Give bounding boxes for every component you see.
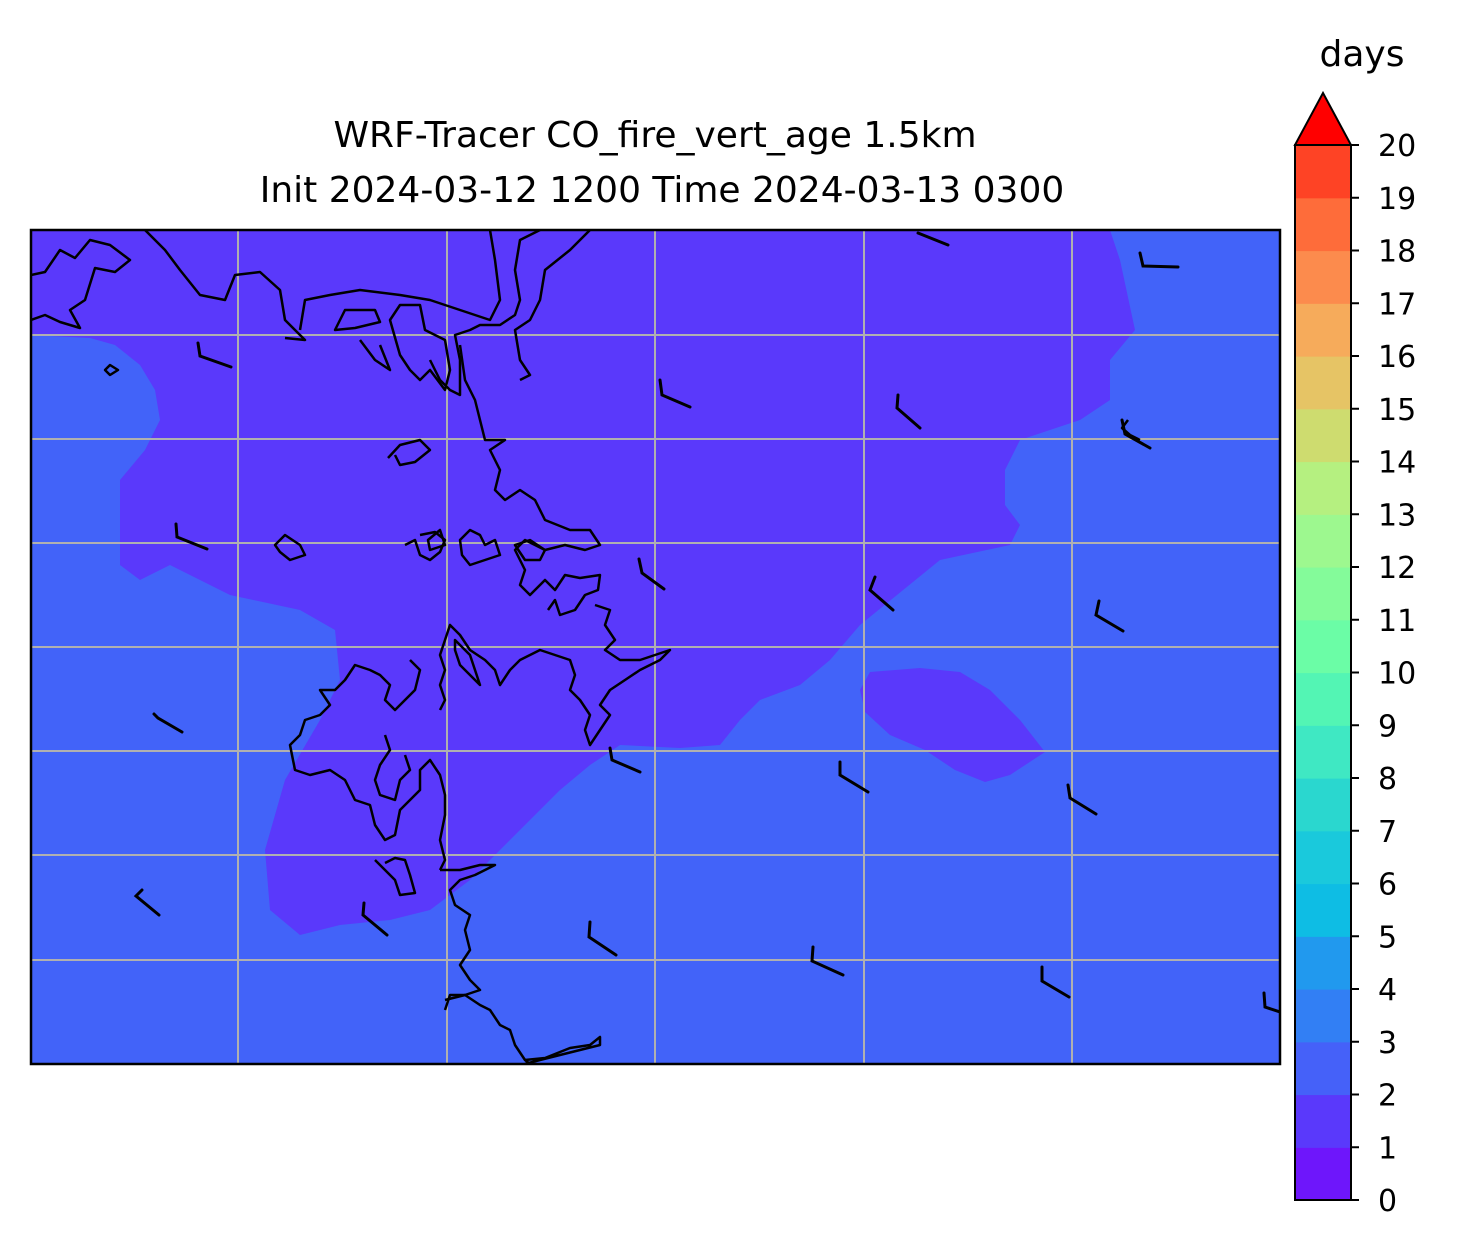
title-line-2: Init 2024-03-12 1200 Time 2024-03-13 030…	[260, 170, 1065, 211]
wind-barb	[916, 231, 950, 247]
colorbar-band	[1295, 1147, 1351, 1201]
colorbar-tick-label: 0	[1378, 1184, 1397, 1219]
wind-barb	[868, 575, 895, 612]
wind-barb	[637, 557, 666, 591]
colorbar-tick-label: 10	[1378, 657, 1416, 692]
colorbar-tick-label: 20	[1378, 129, 1416, 164]
field-region-younger-air	[31, 230, 1135, 935]
field-region-younger-air-east	[860, 668, 1045, 782]
colorbar-tick-label: 3	[1378, 1026, 1397, 1061]
colorbar-band	[1295, 303, 1351, 357]
colorbar-tick-label: 8	[1378, 762, 1397, 797]
colorbar-band	[1295, 1094, 1351, 1148]
wind-barb	[174, 522, 209, 551]
colorbar-band	[1295, 514, 1351, 568]
wind-barb	[133, 888, 161, 917]
colorbar-band	[1295, 672, 1351, 726]
wind-barb	[838, 760, 870, 794]
colorbar-tick-label: 14	[1378, 446, 1416, 481]
wind-barb	[1120, 418, 1152, 450]
colorbar-band	[1295, 408, 1351, 463]
colorbar-band	[1295, 830, 1351, 885]
colorbar-tick-label: 17	[1378, 287, 1416, 322]
wind-barb	[895, 393, 922, 430]
colorbar-band	[1295, 567, 1351, 621]
map-panel	[31, 230, 1280, 1064]
colorbar-tick-label: 4	[1378, 973, 1397, 1008]
colorbar-band	[1295, 725, 1351, 779]
wind-barb	[587, 920, 618, 957]
wind-barb	[152, 712, 184, 734]
wind-barb	[810, 945, 845, 977]
colorbar-tick-label: 13	[1378, 498, 1416, 533]
title-line-1: WRF-Tracer CO_fire_vert_age 1.5km	[333, 115, 976, 156]
colorbar-extend-arrow	[1293, 90, 1353, 146]
colorbar-label: days	[1320, 34, 1405, 75]
colorbar-tick-label: 7	[1378, 815, 1397, 850]
colorbar-band	[1295, 1041, 1351, 1096]
wind-barbs	[133, 231, 1280, 1014]
colorbar-tick-label: 9	[1378, 709, 1397, 744]
map-frame	[29, 228, 1282, 1066]
wind-barb	[1138, 251, 1180, 269]
colorbar-tick-label: 11	[1378, 604, 1416, 639]
colorbar-tick-label: 16	[1378, 340, 1416, 375]
colorbar-band	[1295, 145, 1351, 199]
colorbar-tick-label: 5	[1378, 920, 1397, 955]
gridlines	[31, 230, 1280, 1064]
colorbar-tick-label: 15	[1378, 393, 1416, 428]
colorbar-band	[1295, 461, 1351, 515]
wind-barb	[361, 901, 389, 937]
wind-barb	[1040, 965, 1071, 999]
wind-barb	[658, 378, 692, 409]
wind-barb	[196, 341, 233, 369]
colorbar-band	[1295, 619, 1351, 674]
colorbar-tick-label: 1	[1378, 1131, 1397, 1166]
colorbar-tick-label: 19	[1378, 182, 1416, 217]
colorbar-band	[1295, 197, 1351, 252]
colorbar-band	[1295, 989, 1351, 1043]
colorbar-tick-label: 2	[1378, 1079, 1397, 1114]
wind-barb	[608, 746, 642, 774]
colorbar-tick-label: 12	[1378, 551, 1416, 586]
colorbar-band	[1295, 356, 1351, 410]
colorbar-band	[1295, 883, 1351, 937]
colorbar-band	[1295, 778, 1351, 832]
wind-barb	[1262, 991, 1280, 1014]
coastlines	[31, 230, 1141, 1064]
colorbar-band	[1295, 250, 1351, 304]
colorbar-tick-label: 18	[1378, 235, 1416, 270]
wind-barb	[1094, 599, 1125, 633]
wind-barb	[1066, 783, 1098, 816]
colorbar-tick-label: 6	[1378, 868, 1397, 903]
colorbar-band	[1295, 936, 1351, 990]
